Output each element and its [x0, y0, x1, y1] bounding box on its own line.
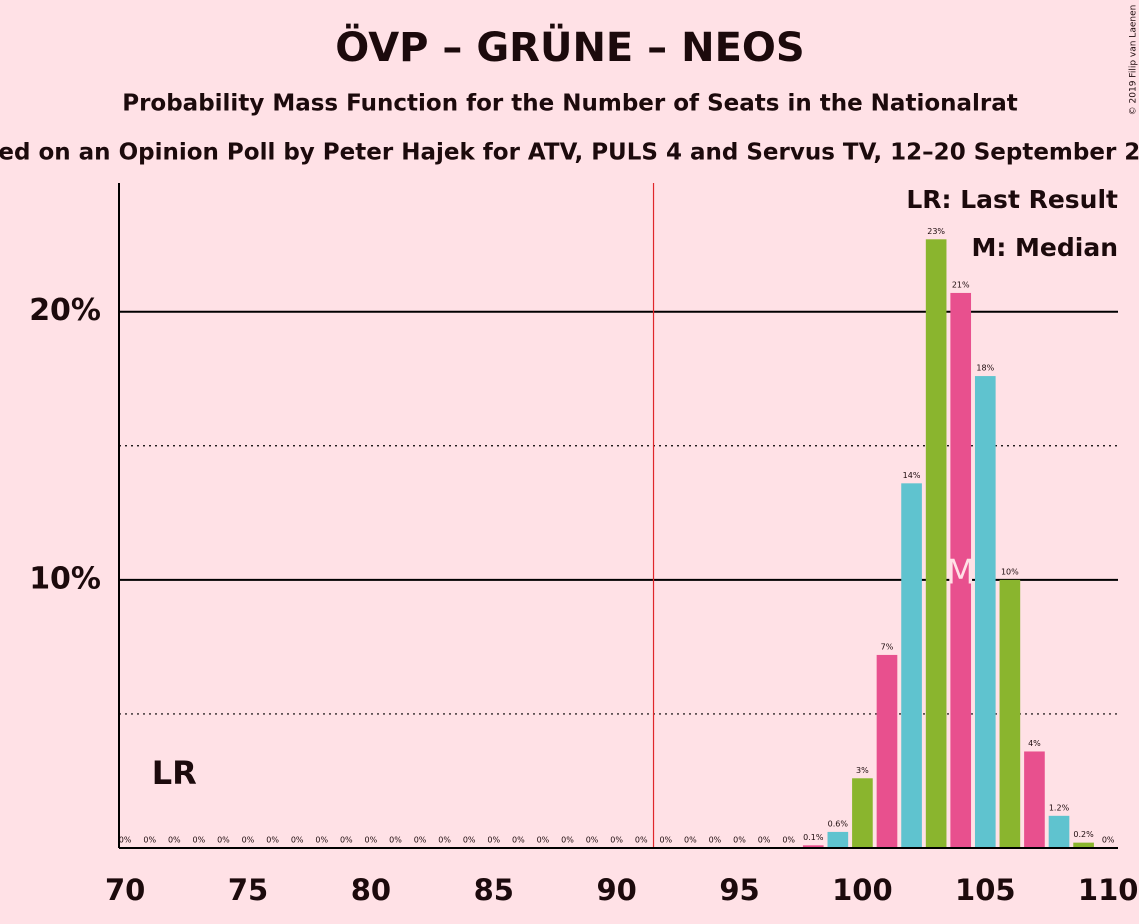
x-tick-label: 95: [719, 873, 759, 907]
value-label: 0%: [709, 836, 722, 845]
value-label: 7%: [881, 642, 894, 651]
y-tick-label: 10%: [29, 561, 101, 596]
value-label: 0%: [1102, 836, 1115, 845]
value-label: 0%: [414, 836, 427, 845]
value-label: 0%: [315, 836, 328, 845]
value-label: 0%: [610, 836, 623, 845]
value-label: 0%: [143, 836, 156, 845]
value-label: 0%: [684, 836, 697, 845]
value-label: 0.1%: [803, 833, 824, 842]
last-result-marker: LR: [152, 754, 197, 792]
value-label: 0%: [340, 836, 353, 845]
bar: [901, 483, 922, 848]
bar: [925, 239, 947, 848]
chart-subtitle: Probability Mass Function for the Number…: [122, 91, 1018, 117]
x-tick-label: 70: [105, 873, 145, 907]
x-tick-label: 100: [832, 873, 893, 907]
median-marker: M: [946, 553, 975, 593]
value-label: 23%: [927, 227, 945, 236]
value-label: 0%: [119, 836, 132, 845]
value-label: 0%: [389, 836, 402, 845]
bar: [974, 376, 996, 848]
x-tick-label: 110: [1078, 873, 1139, 907]
value-label: 14%: [903, 471, 921, 480]
value-label: 0%: [586, 836, 599, 845]
value-label: 0%: [193, 836, 206, 845]
value-label: 0.6%: [828, 819, 849, 828]
value-label: 0%: [217, 836, 230, 845]
copyright: © 2019 Filip van Laenen: [1129, 5, 1139, 116]
value-label: 1.2%: [1049, 803, 1070, 812]
legend-entry: M: Median: [971, 233, 1118, 262]
value-label: 18%: [976, 364, 994, 373]
bar: [827, 831, 849, 848]
y-tick-label: 20%: [29, 293, 101, 328]
bar: [852, 778, 873, 848]
x-tick-label: 90: [596, 873, 636, 907]
value-label: 0.2%: [1073, 830, 1094, 839]
bar: [802, 845, 824, 848]
bar: [1048, 815, 1070, 848]
value-label: 0%: [561, 836, 574, 845]
bar: [950, 292, 972, 848]
x-tick-label: 105: [955, 873, 1016, 907]
legend-entry: LR: Last Result: [906, 185, 1118, 214]
value-label: 0%: [537, 836, 550, 845]
value-label: 0%: [438, 836, 451, 845]
value-label: 0%: [659, 836, 672, 845]
value-label: 0%: [168, 836, 181, 845]
bar: [1024, 751, 1045, 848]
value-label: 0%: [242, 836, 255, 845]
value-label: 3%: [856, 766, 869, 775]
chart-title: ÖVP – GRÜNE – NEOS: [335, 23, 804, 71]
value-label: 21%: [952, 280, 970, 289]
bar: [1073, 842, 1094, 848]
value-label: 0%: [782, 836, 795, 845]
value-label: 0%: [463, 836, 476, 845]
value-label: 0%: [365, 836, 378, 845]
x-tick-label: 85: [474, 873, 514, 907]
value-label: 10%: [1001, 567, 1019, 576]
bar: [999, 579, 1021, 848]
value-label: 0%: [266, 836, 279, 845]
value-label: 0%: [291, 836, 304, 845]
value-label: 0%: [512, 836, 525, 845]
x-tick-label: 75: [228, 873, 268, 907]
value-label: 4%: [1028, 739, 1041, 748]
value-label: 0%: [635, 836, 648, 845]
value-label: 0%: [758, 836, 771, 845]
bar: [876, 654, 898, 848]
x-tick-label: 80: [351, 873, 391, 907]
chart-source: Based on an Opinion Poll by Peter Hajek …: [0, 140, 1139, 166]
value-label: 0%: [733, 836, 746, 845]
value-label: 0%: [487, 836, 500, 845]
